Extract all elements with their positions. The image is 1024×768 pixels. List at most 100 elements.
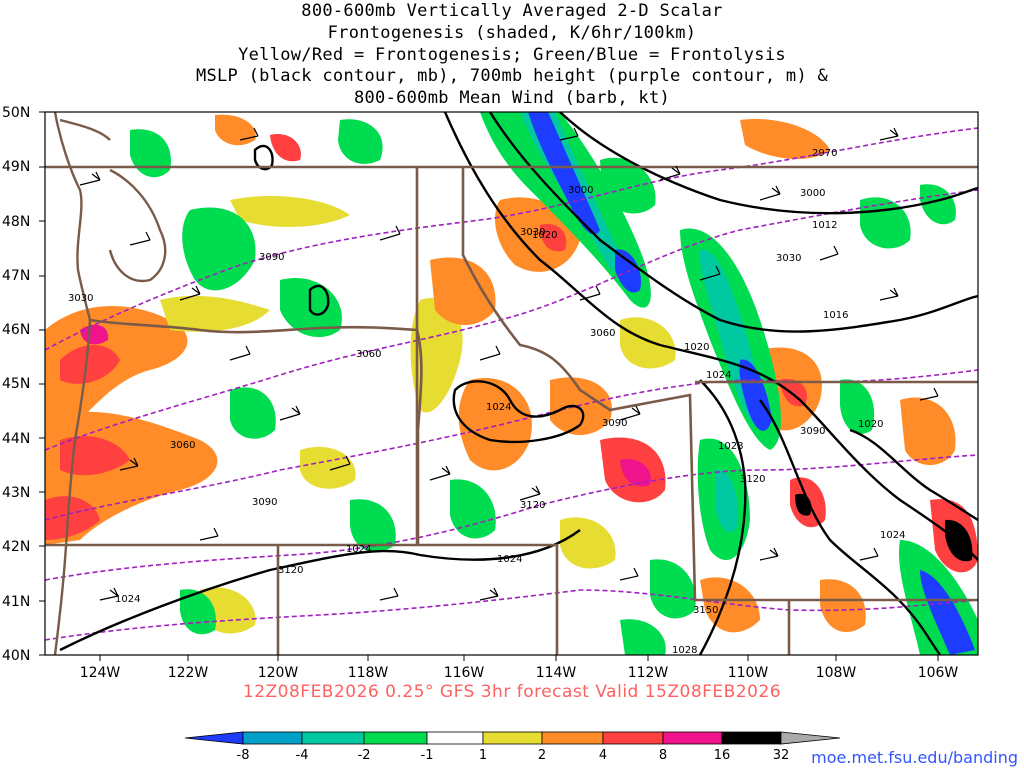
wind-barb (879, 287, 899, 301)
mslp-labels: 1012 1016 1020 1020 1024 1024 1024 1024 … (115, 220, 905, 656)
mslp-contours (59, 112, 978, 655)
pacific-coastline (53, 111, 92, 656)
mslp-contour-1012 (559, 112, 978, 215)
height-label: 3030 (776, 253, 801, 264)
height-label: 3060 (590, 328, 615, 339)
wind-barb (129, 231, 151, 246)
wind-barb (519, 485, 541, 501)
wind-barb (699, 265, 721, 281)
puget-sound (108, 168, 167, 283)
mslp-label: 1020 (532, 230, 557, 241)
lon-label: 116W (444, 665, 485, 681)
plot-frame (44, 111, 979, 656)
coastline (53, 111, 167, 656)
lon-axis: 124W 122W 120W 118W 116W 114W 112W 110W … (80, 665, 959, 681)
colorbar-label: -2 (358, 748, 371, 763)
lat-label: 47N (2, 268, 30, 284)
colorbar-label: 1 (479, 748, 487, 763)
colorbar-swatch (721, 731, 782, 745)
lon-label: 124W (80, 665, 121, 681)
lon-label: 112W (628, 665, 669, 681)
colorbar-swatch (602, 731, 664, 745)
colorbar-label: -1 (421, 748, 434, 763)
lat-label: 48N (2, 214, 30, 230)
height-label: 3060 (170, 440, 195, 451)
vancouver-island (59, 118, 111, 141)
mslp-label: 1020 (858, 419, 883, 430)
mslp-contour-1028 (698, 379, 747, 655)
colorbar-label: 8 (659, 748, 667, 763)
border-id-mt-wy (461, 167, 978, 602)
colorbar-label: 32 (773, 748, 790, 763)
wind-barb (329, 455, 351, 471)
wind-barb (559, 127, 579, 141)
mslp-contour-small (308, 284, 330, 316)
mslp-label: 1024 (115, 594, 140, 605)
height-label: 2970 (812, 148, 837, 159)
wind-barb (79, 171, 101, 186)
lat-axis: 50N 49N 48N 47N 46N 45N 44N 43N 42N 41N … (2, 105, 30, 664)
mslp-label: 1028 (672, 645, 697, 656)
lon-label: 110W (728, 665, 769, 681)
title-line-4: MSLP (black contour, mb), 700mb height (… (195, 66, 829, 86)
mslp-contour-1024-east (759, 399, 941, 655)
height-label: 3150 (693, 605, 718, 616)
wind-barb (429, 465, 451, 481)
lon-label: 114W (536, 665, 577, 681)
state-borders (45, 165, 978, 655)
mslp-label: 1012 (812, 220, 837, 231)
colorbar-swatch-high (780, 731, 841, 745)
title-line-5: 800-600mb Mean Wind (barb, kt) (353, 88, 671, 108)
shaded-field (45, 112, 978, 655)
wind-barbs (79, 127, 939, 601)
mslp-label: 1024 (486, 402, 511, 413)
lat-label: 45N (2, 376, 30, 392)
height-label: 3090 (259, 252, 284, 263)
lon-label: 122W (168, 665, 209, 681)
wind-barb (919, 387, 939, 401)
wind-barb (619, 405, 641, 421)
wind-barb (199, 527, 219, 541)
lat-label: 44N (2, 431, 30, 447)
colorbar-swatch (242, 731, 303, 745)
height-label: 3000 (800, 188, 825, 199)
border-or-ca-nv (45, 543, 559, 655)
mslp-contour-1024-south (59, 529, 581, 652)
wind-barb (379, 587, 399, 601)
height-label: 3090 (602, 418, 627, 429)
wind-barb (379, 225, 401, 241)
frontolysis-shading (130, 112, 978, 655)
colorbar-label: -8 (237, 748, 250, 763)
colorbar-swatch (301, 731, 365, 745)
mslp-label: 1024 (346, 544, 371, 555)
lat-label: 43N (2, 485, 30, 501)
lat-label: 49N (2, 159, 30, 175)
mslp-contour-small-2 (253, 144, 274, 171)
colorbar-swatch (662, 731, 723, 745)
wind-barb (279, 405, 301, 421)
height-label: 3090 (252, 497, 277, 508)
colorbar-swatch (541, 731, 604, 745)
height-label: 3120 (520, 500, 545, 511)
mslp-contour-1024-high (452, 380, 585, 443)
height-labels: 2970 3000 3000 3030 3030 3060 3060 3060 … (68, 148, 837, 616)
lat-label: 50N (2, 105, 30, 121)
wind-barb (479, 587, 499, 601)
wind-barb (179, 285, 201, 301)
wind-barb (619, 567, 639, 581)
mslp-label: 1020 (684, 342, 709, 353)
height-label: 3060 (356, 349, 381, 360)
mslp-contour-1020 (443, 112, 978, 561)
mslp-label: 1024 (706, 370, 731, 381)
mslp-label: 1024 (497, 554, 522, 565)
wind-barb (99, 587, 119, 601)
wind-barb (859, 547, 879, 561)
wind-barb (479, 345, 501, 361)
source-url[interactable]: moe.met.fsu.edu/banding (811, 748, 1018, 767)
colorbar-swatch (426, 731, 484, 745)
title-line-1: 800-600mb Vertically Averaged 2-D Scalar (301, 1, 723, 21)
mslp-contour-1016 (488, 112, 978, 333)
height-contour-3120 (45, 454, 978, 581)
lon-label: 106W (918, 665, 959, 681)
